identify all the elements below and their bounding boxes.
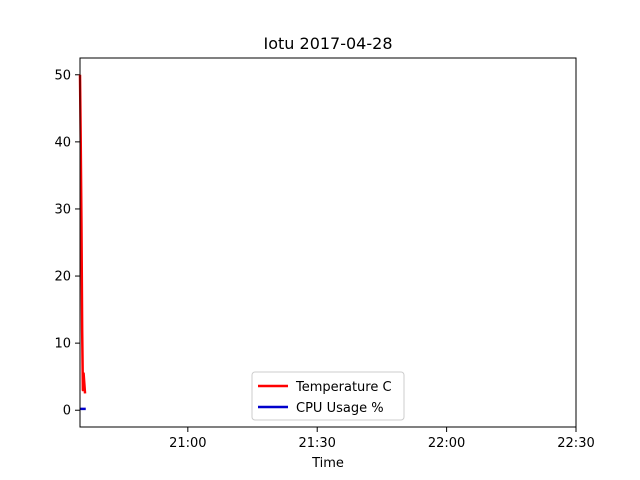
y-tick-label-1: 10: [54, 337, 71, 352]
x-tick-label-3: 22:30: [557, 436, 594, 451]
y-tick-label-3: 30: [54, 202, 71, 217]
y-tick-label-2: 20: [54, 270, 71, 285]
legend-box: [251, 371, 405, 421]
y-tick-label-4: 40: [54, 135, 71, 150]
series-layer: [78, 74, 87, 411]
x-tick-label-1: 21:30: [298, 436, 335, 451]
x-tick-label-0: 21:00: [169, 436, 206, 451]
y-tick-label-5: 50: [54, 68, 71, 83]
legend-label-temperature: Temperature C: [295, 380, 392, 395]
plot-frame: [79, 57, 577, 428]
legend: Temperature C CPU Usage %: [251, 371, 405, 421]
series-line-0: [78, 74, 87, 394]
x-axis-title: Time: [311, 456, 344, 471]
chart-title: Iotu 2017-04-28: [264, 34, 393, 53]
y-axis-ticks: 0 10 20 30 40 50: [54, 68, 80, 419]
y-tick-label-0: 0: [63, 404, 71, 419]
x-axis-ticks: 21:00 21:30 22:00 22:30: [169, 427, 595, 451]
plot-area: [80, 58, 576, 427]
legend-label-cpu-usage: CPU Usage %: [296, 401, 384, 416]
x-tick-label-2: 22:00: [428, 436, 465, 451]
